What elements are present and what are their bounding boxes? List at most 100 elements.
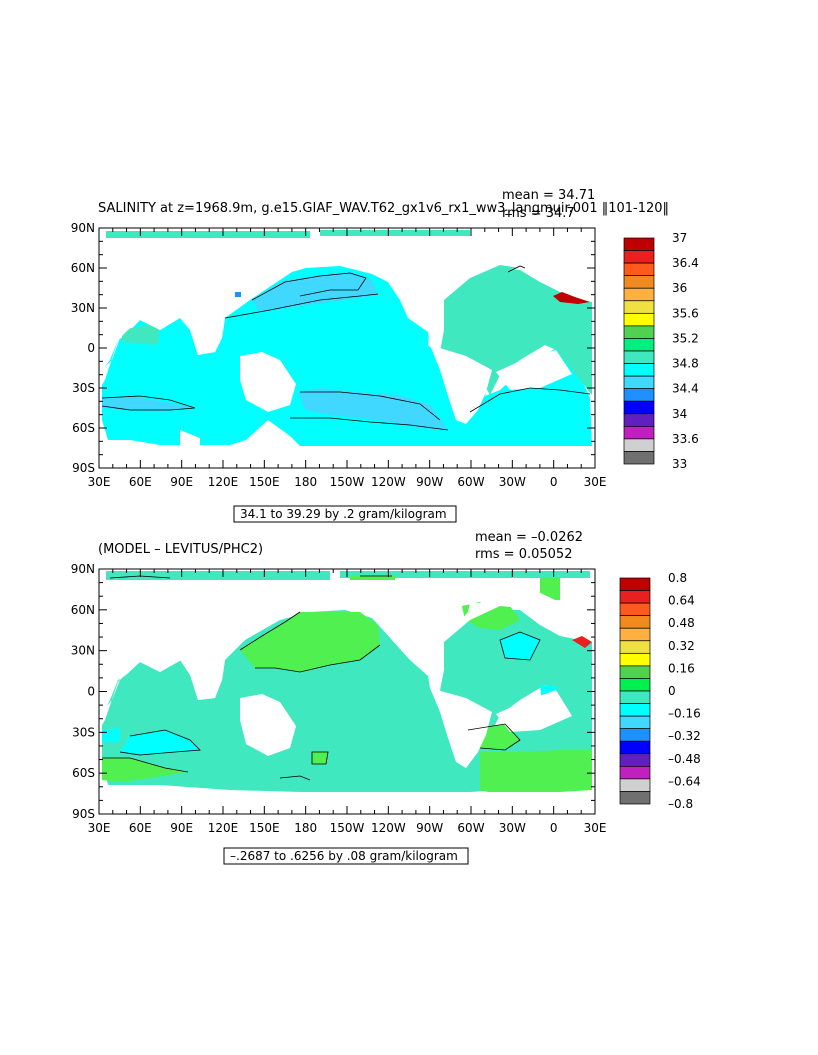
y-tick-label: 30N: [71, 301, 95, 315]
x-tick-label: 90W: [416, 821, 443, 835]
colorbar-swatch: [623, 338, 655, 352]
y-tick-label: 90N: [71, 221, 95, 235]
colorbar-swatch: [623, 388, 655, 402]
colorbar-label: –0.32: [668, 729, 701, 743]
x-tick-label: 60W: [457, 475, 484, 489]
panel2-colorbar: 0.8 0.64 0.48 0.32 0.16 0 –0.16 –0.32 –0.48 –0.64…: [619, 571, 701, 811]
colorbar-label: 0.64: [668, 594, 695, 608]
colorbar-label: –0.8: [668, 797, 693, 811]
colorbar-swatch: [619, 791, 651, 805]
y-tick-label: 60N: [71, 603, 95, 617]
panel-salinity: SALINITY at z=1968.9m, g.e15.GIAF_WAV.T6…: [71, 188, 699, 523]
y-tick-label: 90N: [71, 562, 95, 576]
colorbar-swatch: [623, 425, 655, 440]
x-tick-label: 0: [550, 821, 558, 835]
x-tick-label: 120E: [208, 475, 239, 489]
y-tick-label: 0: [87, 341, 95, 355]
colorbar-label: 35.2: [672, 331, 699, 345]
y-tick-label: 30N: [71, 644, 95, 658]
colorbar-swatch: [619, 577, 651, 591]
colorbar-label: –0.16: [668, 707, 701, 721]
x-tick-label: 30W: [499, 821, 526, 835]
x-tick-label: 150E: [249, 821, 280, 835]
panel2-axis-ticks: [98, 568, 596, 815]
panel1-rms: rms = 34.7: [502, 206, 575, 221]
colorbar-swatch: [619, 678, 651, 692]
panel1-colorbar: 37 36.4 36 35.6 35.2 34.8 34.4 34 33.6 33: [623, 231, 699, 471]
colorbar-label: 34: [672, 407, 687, 421]
x-tick-label: 30W: [499, 475, 526, 489]
panel2-range-box: [223, 847, 469, 865]
x-tick-label: 180: [294, 475, 317, 489]
y-tick-label: 30S: [72, 725, 95, 739]
y-tick-label: 90S: [72, 807, 95, 821]
panel2-rms: rms = 0.05052: [475, 547, 572, 562]
panel2-axis-labels: 30E 60E 90E 120E 150E 180 150W 120W 90W 60W 30W 0 30…: [71, 562, 607, 835]
colorbar-swatch: [623, 275, 655, 289]
y-tick-label: 60N: [71, 261, 95, 275]
panel1-axis-ticks: [98, 227, 596, 469]
colorbar-swatch: [619, 778, 651, 792]
x-tick-label: 90E: [170, 475, 193, 489]
colorbar-label: –0.48: [668, 752, 701, 766]
colorbar-swatch: [623, 287, 655, 302]
y-tick-label: 30S: [72, 381, 95, 395]
panel1-range-note: 34.1 to 39.29 by .2 gram/kilogram: [240, 507, 447, 521]
colorbar-swatch: [623, 262, 655, 277]
panel1-mean: mean = 34.71: [502, 188, 595, 203]
x-tick-label: 180: [294, 821, 317, 835]
colorbar-swatch: [619, 602, 651, 617]
colorbar-swatch: [623, 400, 655, 415]
panel1-title: SALINITY at z=1968.9m, g.e15.GIAF_WAV.T6…: [98, 201, 669, 216]
colorbar-label: 0.48: [668, 616, 695, 630]
colorbar-swatch: [623, 300, 655, 314]
colorbar-swatch: [623, 350, 655, 364]
colorbar-swatch: [619, 690, 651, 704]
colorbar-swatch: [623, 451, 655, 465]
panel2-title: (MODEL – LEVITUS/PHC2): [98, 542, 263, 557]
colorbar-swatch: [619, 652, 651, 667]
panel2-range-note: –.2687 to .6256 by .08 gram/kilogram: [230, 849, 458, 863]
x-tick-label: 120W: [371, 475, 406, 489]
panel2-mean: mean = –0.0262: [475, 530, 583, 545]
x-tick-label: 150W: [330, 475, 365, 489]
colorbar-label: 35.6: [672, 306, 699, 320]
x-tick-label: 30E: [584, 475, 607, 489]
panel-difference: (MODEL – LEVITUS/PHC2) mean = –0.0262 rm…: [71, 530, 701, 865]
colorbar-swatch: [619, 590, 651, 604]
y-tick-label: 60S: [72, 421, 95, 435]
x-tick-label: 90W: [416, 475, 443, 489]
x-tick-label: 150E: [249, 475, 280, 489]
colorbar-swatch: [619, 615, 651, 629]
colorbar-label: 34.4: [672, 382, 699, 396]
colorbar-swatch: [619, 640, 651, 654]
colorbar-label: 33: [672, 457, 687, 471]
colorbar-label: 0.16: [668, 661, 695, 675]
x-tick-label: 90E: [170, 821, 193, 835]
panel1-ocean-field: [99, 228, 595, 468]
x-tick-label: 30E: [88, 821, 111, 835]
x-tick-label: 60E: [129, 475, 152, 489]
colorbar-label: 0.32: [668, 639, 695, 653]
y-tick-label: 90S: [72, 461, 95, 475]
x-tick-label: 30E: [88, 475, 111, 489]
colorbar-label: –0.64: [668, 774, 701, 788]
colorbar-swatch: [623, 375, 655, 390]
colorbar-swatch: [619, 703, 651, 717]
colorbar-label: 33.6: [672, 432, 699, 446]
x-tick-label: 0: [550, 475, 558, 489]
colorbar-swatch: [623, 312, 655, 327]
colorbar-label: 36.4: [672, 256, 699, 270]
colorbar-label: 34.8: [672, 357, 699, 371]
x-tick-label: 120E: [208, 821, 239, 835]
panel1-axis-labels: 30E 60E 90E 120E 150E 180 150W 120W 90W 60W 30W 0 30…: [71, 221, 607, 489]
x-tick-label: 60W: [457, 821, 484, 835]
colorbar-swatch: [623, 325, 655, 339]
colorbar-swatch: [623, 413, 655, 427]
panel1-range-box: [233, 505, 457, 523]
colorbar-swatch: [623, 363, 655, 377]
colorbar-swatch: [619, 753, 651, 767]
panel2-ocean-field: [99, 569, 595, 814]
colorbar-swatch: [619, 728, 651, 742]
